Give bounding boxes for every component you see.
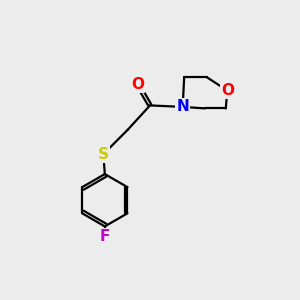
Text: O: O (221, 83, 234, 98)
Text: N: N (176, 99, 189, 114)
Text: O: O (131, 76, 144, 92)
Text: S: S (98, 147, 109, 162)
Text: F: F (100, 229, 110, 244)
